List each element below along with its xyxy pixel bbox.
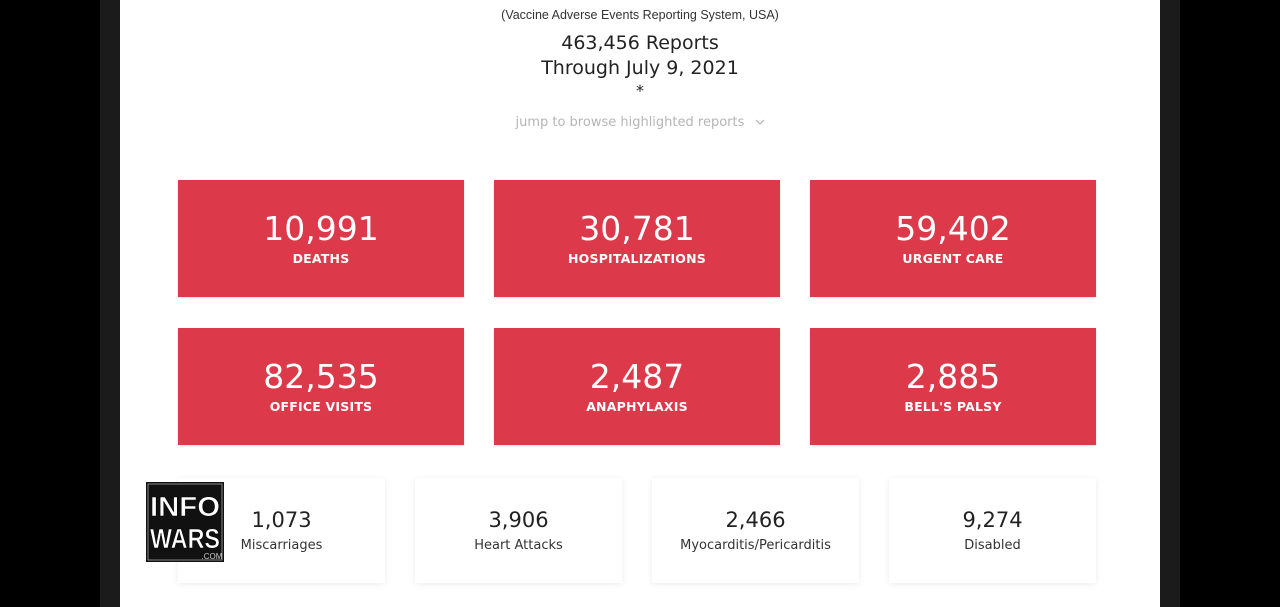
- reports-date: Through July 9, 2021: [541, 57, 739, 79]
- stat-label: Heart Attacks: [474, 538, 563, 553]
- jump-to-reports-link[interactable]: jump to browse highlighted reports: [120, 115, 1160, 130]
- heart-attacks-stat[interactable]: 3,906 Heart Attacks: [415, 478, 622, 583]
- footnote-asterisk: *: [636, 81, 644, 100]
- logo-line2: WARS: [150, 523, 220, 554]
- web-page: (Vaccine Adverse Events Reporting System…: [120, 0, 1160, 607]
- logo-line1: INFO: [150, 491, 220, 522]
- logo-suffix: .COM: [202, 552, 223, 561]
- bells-palsy-card[interactable]: 2,885 BELL'S PALSY: [810, 328, 1096, 445]
- card-label: ANAPHYLAXIS: [586, 399, 688, 414]
- infowars-logo-watermark: INFO WARS .COM: [144, 480, 226, 564]
- disabled-stat[interactable]: 9,274 Disabled: [889, 478, 1096, 583]
- reports-count: 463,456 Reports: [561, 32, 719, 54]
- deaths-card[interactable]: 10,991 DEATHS: [178, 180, 464, 297]
- card-label: DEATHS: [292, 251, 350, 266]
- stat-label: Disabled: [964, 538, 1021, 553]
- right-border: [1160, 0, 1180, 607]
- page-subtitle: (Vaccine Adverse Events Reporting System…: [501, 8, 779, 22]
- card-value: 82,535: [263, 357, 379, 396]
- hospitalizations-card[interactable]: 30,781 HOSPITALIZATIONS: [494, 180, 780, 297]
- jump-link-label: jump to browse highlighted reports: [515, 115, 745, 130]
- stat-value: 3,906: [488, 508, 549, 532]
- stat-label: Miscarriages: [240, 538, 323, 553]
- card-value: 10,991: [263, 209, 379, 248]
- card-label: BELL'S PALSY: [904, 399, 1002, 414]
- anaphylaxis-card[interactable]: 2,487 ANAPHYLAXIS: [494, 328, 780, 445]
- chevron-down-icon: [755, 116, 765, 129]
- office-visits-card[interactable]: 82,535 OFFICE VISITS: [178, 328, 464, 445]
- stat-value: 2,466: [725, 508, 786, 532]
- card-label: URGENT CARE: [902, 251, 1004, 266]
- card-value: 2,487: [589, 357, 685, 396]
- left-border: [100, 0, 120, 607]
- stat-label: Myocarditis/Pericarditis: [680, 538, 831, 553]
- stat-value: 1,073: [251, 508, 312, 532]
- stat-value: 9,274: [962, 508, 1023, 532]
- reports-summary: 463,456 Reports Through July 9, 2021: [120, 31, 1160, 81]
- urgent-care-card[interactable]: 59,402 URGENT CARE: [810, 180, 1096, 297]
- myocarditis-stat[interactable]: 2,466 Myocarditis/Pericarditis: [652, 478, 859, 583]
- card-label: HOSPITALIZATIONS: [568, 251, 706, 266]
- card-value: 30,781: [579, 209, 695, 248]
- card-value: 2,885: [905, 357, 1001, 396]
- card-label: OFFICE VISITS: [269, 399, 373, 414]
- card-value: 59,402: [895, 209, 1011, 248]
